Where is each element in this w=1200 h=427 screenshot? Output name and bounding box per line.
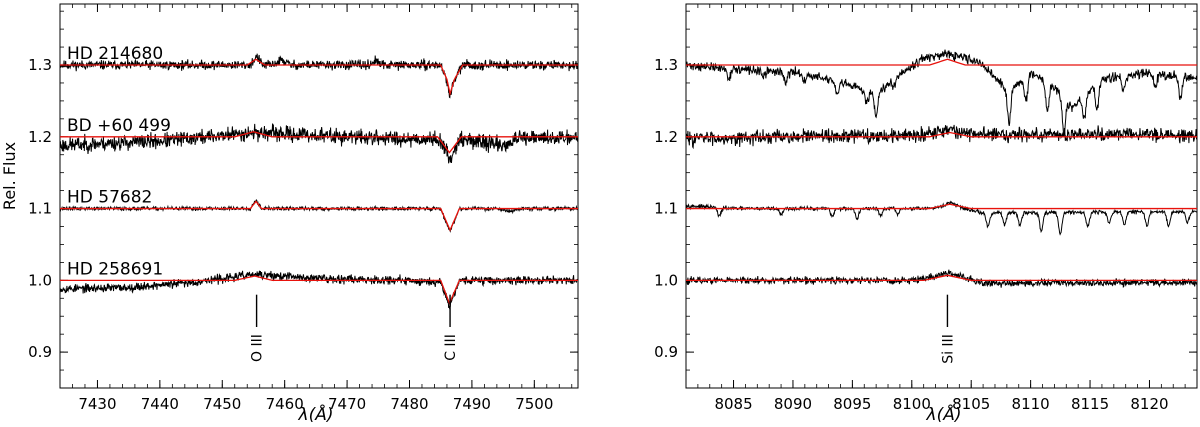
model-spectrum-line <box>686 274 1197 281</box>
y-tick-label: 1.1 <box>28 200 52 218</box>
x-tick-label: 8085 <box>714 395 752 413</box>
star-label: HD 258691 <box>67 259 163 279</box>
x-tick-label: 8115 <box>1071 395 1109 413</box>
left-x-axis-label: λ(Å) <box>298 403 334 425</box>
observed-spectrum-line <box>59 270 579 310</box>
line-marker-label: Si III <box>940 334 956 364</box>
observed-spectrum-line <box>59 123 579 164</box>
y-axis-label: Rel. Flux <box>0 142 19 210</box>
x-tick-label: 7470 <box>328 395 366 413</box>
x-tick-label: 7480 <box>390 395 428 413</box>
left-panel-plot: 7430 7440 7450 7460 7470 7480 7490 7500 0.9 1.0 1.… <box>28 3 579 413</box>
x-tick-label: 8110 <box>1012 395 1050 413</box>
line-marker-label: O III <box>250 334 266 362</box>
observed-spectrum-line <box>59 53 579 99</box>
model-spectrum-line <box>686 58 1197 66</box>
y-tick-label: 1.2 <box>654 128 678 146</box>
observed-spectrum-line <box>685 49 1198 136</box>
x-tick-label: 7450 <box>203 395 241 413</box>
y-tick-label: 1.1 <box>654 200 678 218</box>
star-label: BD +60 499 <box>67 116 171 136</box>
plot-frame <box>59 3 579 389</box>
plot-frame <box>685 3 1198 389</box>
x-tick-label: 7460 <box>266 395 304 413</box>
x-tick-label: 8120 <box>1130 395 1168 413</box>
model-spectrum-line <box>60 200 578 232</box>
y-tick-label: 1.3 <box>28 56 52 74</box>
model-spectrum-line <box>686 131 1197 138</box>
right-x-axis-label: λ(Å) <box>926 403 962 425</box>
x-tick-label: 8105 <box>952 395 990 413</box>
x-tick-label: 8100 <box>893 395 931 413</box>
right-panel-plot: 8085 8090 8095 8100 8105 8110 8115 8120 0.9 1.0 1.… <box>654 3 1198 413</box>
x-tick-label: 7440 <box>141 395 179 413</box>
y-tick-label: 1.0 <box>654 271 678 289</box>
star-label: HD 214680 <box>67 44 163 64</box>
x-tick-label: 8095 <box>833 395 871 413</box>
y-tick-label: 1.0 <box>28 271 52 289</box>
line-marker-label: C III <box>443 334 459 361</box>
observed-spectrum-line <box>685 200 1198 236</box>
model-spectrum-line <box>60 131 578 154</box>
y-tick-label: 1.2 <box>28 128 52 146</box>
star-label: HD 57682 <box>67 188 152 208</box>
model-spectrum-line <box>686 203 1197 210</box>
x-tick-label: 7500 <box>515 395 553 413</box>
y-tick-label: 0.9 <box>28 343 52 361</box>
model-spectrum-line <box>60 275 578 306</box>
model-spectrum-line <box>60 58 578 97</box>
x-tick-label: 7490 <box>453 395 491 413</box>
observed-spectrum-line <box>685 269 1198 288</box>
observed-spectrum-line <box>685 124 1198 150</box>
x-tick-label: 8090 <box>774 395 812 413</box>
y-tick-label: 1.3 <box>654 56 678 74</box>
x-tick-label: 7430 <box>78 395 116 413</box>
y-tick-label: 0.9 <box>654 343 678 361</box>
